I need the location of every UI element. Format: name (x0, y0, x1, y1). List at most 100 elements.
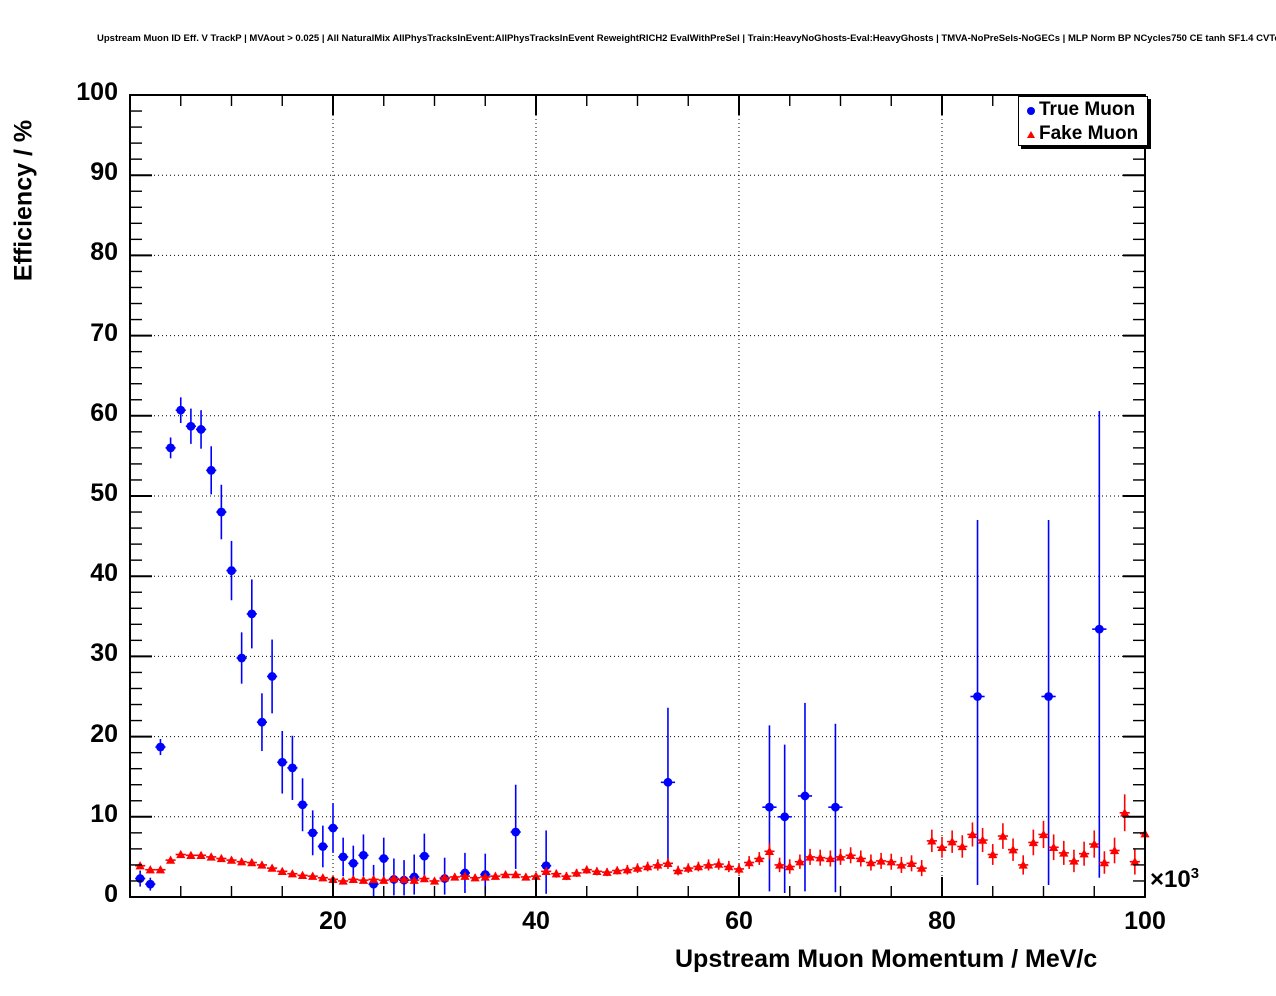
legend-marker-shape (1027, 107, 1035, 115)
legend-label: True Muon (1039, 99, 1136, 120)
y-tick-label: 20 (90, 719, 118, 748)
data-point-marker (308, 828, 318, 838)
data-point-marker (765, 802, 774, 812)
data-point-marker (429, 876, 440, 885)
data-point-marker (297, 870, 308, 880)
data-point-marker (298, 800, 307, 810)
data-point-marker (876, 856, 886, 865)
data-point-marker (561, 871, 572, 880)
data-point-marker (490, 871, 500, 880)
data-point-marker (744, 857, 754, 867)
data-point-marker (145, 865, 155, 874)
legend: True Muon Fake Muon (1018, 96, 1148, 146)
x-tick-label: 20 (319, 907, 347, 935)
data-point-marker (521, 872, 531, 881)
data-point-marker (288, 763, 297, 773)
data-point-marker (216, 507, 226, 517)
data-point-marker (775, 860, 785, 869)
data-point-marker (389, 873, 399, 883)
y-tick-label: 80 (90, 238, 118, 267)
data-point-marker (216, 853, 226, 863)
data-point-marker (988, 849, 998, 859)
data-point-marker (1069, 856, 1079, 865)
data-point-marker (237, 857, 247, 866)
y-tick-label: 60 (90, 398, 118, 427)
data-point-marker (419, 873, 429, 883)
data-point-marker (359, 850, 368, 860)
data-point-marker (1008, 845, 1018, 854)
data-point-marker (338, 876, 348, 885)
data-point-marker (780, 812, 790, 822)
data-point-marker (978, 835, 988, 844)
data-point-marker (470, 873, 480, 882)
data-point-marker (166, 443, 176, 453)
x-axis-exponent: ×103 (1150, 866, 1199, 894)
y-tick-label: 70 (90, 318, 118, 347)
data-point-marker (917, 863, 927, 872)
data-point-marker (379, 875, 389, 884)
data-point-marker (622, 865, 632, 874)
data-point-marker (348, 874, 358, 884)
data-point-marker (663, 858, 673, 867)
data-point-marker (643, 861, 653, 871)
data-point-marker (399, 874, 409, 884)
data-point-marker (693, 861, 703, 871)
data-point-marker (450, 872, 460, 881)
data-point-marker (257, 860, 267, 869)
data-point-marker (419, 851, 429, 861)
data-point-marker (186, 850, 196, 859)
data-point-marker (1120, 808, 1130, 817)
data-point-marker (267, 863, 277, 872)
data-point-marker (582, 865, 592, 874)
data-point-marker (166, 855, 176, 864)
data-point-marker (287, 869, 297, 878)
data-point-marker (592, 866, 602, 876)
data-point-marker (1094, 624, 1104, 634)
plot-title: Upstream Muon ID Eff. V TrackP | MVAout … (97, 33, 1276, 44)
data-point-marker (835, 852, 846, 861)
data-point-marker (632, 863, 643, 872)
data-point-marker (785, 861, 795, 871)
data-point-marker (379, 854, 389, 863)
y-tick-label: 40 (90, 559, 118, 588)
data-point-marker (247, 609, 257, 619)
data-point-marker (409, 875, 419, 884)
data-point-marker (947, 837, 957, 846)
data-point-marker (145, 879, 155, 889)
data-point-marker (703, 860, 714, 869)
data-point-marker (1059, 848, 1069, 857)
data-point-marker (277, 866, 287, 876)
data-point-marker (906, 858, 917, 867)
y-tick-label: 90 (90, 158, 118, 187)
y-tick-label: 30 (90, 639, 118, 668)
data-point-marker (206, 465, 216, 475)
data-point-marker (358, 875, 369, 884)
data-point-marker (196, 850, 206, 859)
data-point-marker (196, 425, 206, 434)
data-point-marker (896, 860, 906, 869)
data-point-marker (348, 858, 358, 868)
data-point-marker (318, 873, 328, 882)
x-tick-label: 40 (522, 907, 550, 935)
legend-entry-fake-muon[interactable]: Fake Muon (1023, 122, 1138, 146)
data-point-marker (805, 852, 815, 861)
data-point-marker (237, 653, 247, 663)
data-point-marker (825, 853, 835, 863)
data-point-marker (866, 857, 876, 867)
data-point-marker (602, 867, 612, 876)
data-point-marker (551, 869, 561, 878)
data-point-marker (460, 871, 470, 880)
data-point-marker (973, 692, 982, 701)
data-point-marker (328, 823, 338, 833)
y-tick-label: 0 (104, 880, 118, 908)
data-point-marker (277, 757, 287, 767)
data-point-marker (734, 864, 744, 873)
data-point-marker (176, 405, 186, 415)
data-point-marker (308, 871, 318, 880)
data-point-marker (156, 742, 165, 752)
data-point-marker (846, 850, 856, 859)
series-fake-muon (135, 794, 1150, 885)
data-point-marker (541, 861, 551, 871)
data-point-marker (831, 802, 840, 812)
legend-entry-true-muon[interactable]: True Muon (1023, 98, 1135, 122)
